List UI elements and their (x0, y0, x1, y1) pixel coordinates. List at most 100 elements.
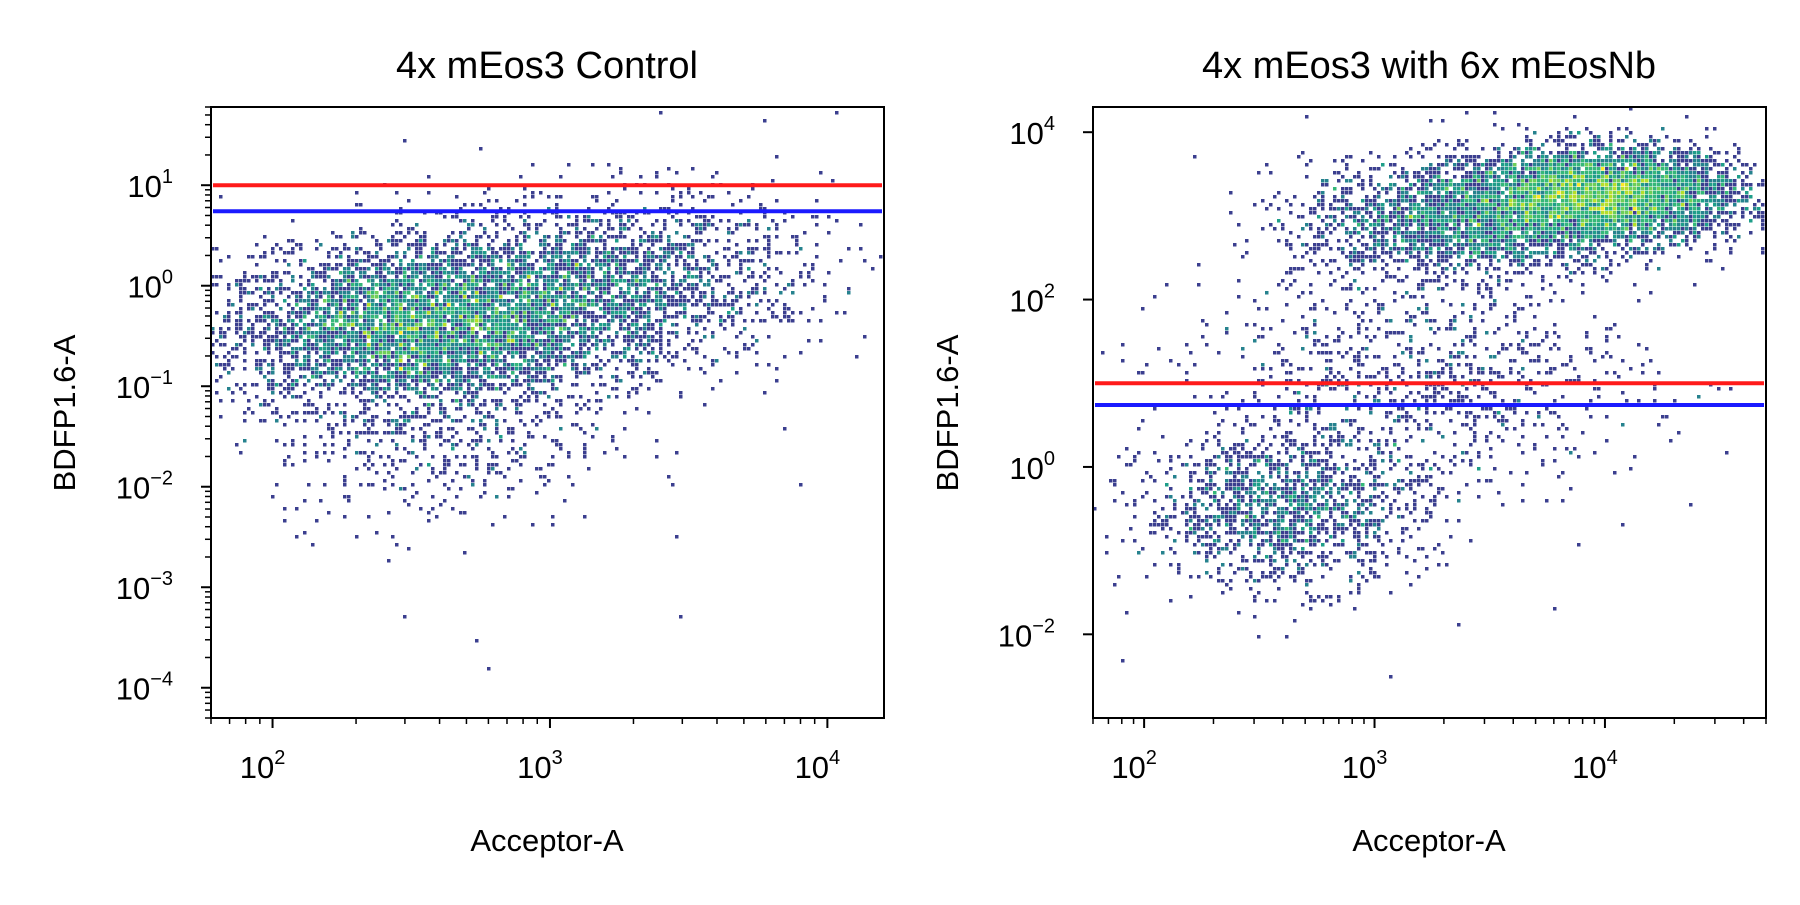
density-cell (1565, 235, 1569, 239)
density-cell (615, 315, 619, 319)
density-cell (1617, 199, 1621, 203)
density-cell (319, 275, 323, 279)
density-cell (475, 295, 479, 299)
density-cell (483, 319, 487, 323)
density-cell (1625, 199, 1629, 203)
density-cell (699, 227, 703, 231)
density-cell (655, 175, 659, 179)
density-cell (567, 339, 571, 343)
density-cell (555, 359, 559, 363)
density-cell (695, 315, 699, 319)
density-cell (575, 259, 579, 263)
density-cell (435, 311, 439, 315)
density-cell (587, 283, 591, 287)
density-cell (435, 387, 439, 391)
density-cell (547, 415, 551, 419)
density-cell (483, 299, 487, 303)
density-cell (375, 327, 379, 331)
density-cell (559, 283, 563, 287)
density-cell (291, 411, 295, 415)
density-cell (495, 455, 499, 459)
density-cell (435, 419, 439, 423)
density-cell (651, 259, 655, 263)
density-cell (607, 219, 611, 223)
density-cell (1541, 167, 1545, 171)
y-tick-label: 10−4 (116, 669, 173, 707)
density-cell (1533, 147, 1537, 151)
density-cell (1505, 215, 1509, 219)
density-cell (443, 279, 447, 283)
density-cell (671, 355, 675, 359)
density-cell (291, 363, 295, 367)
density-cell (391, 223, 395, 227)
density-cell (423, 271, 427, 275)
density-cell (1529, 151, 1533, 155)
density-cell (479, 299, 483, 303)
density-cell (587, 467, 591, 471)
density-cell (447, 303, 451, 307)
density-cell (447, 355, 451, 359)
density-cell (331, 343, 335, 347)
density-cell (571, 251, 575, 255)
density-cell (499, 439, 503, 443)
density-cell (503, 475, 507, 479)
density-cell (1617, 179, 1621, 183)
density-cell (303, 343, 307, 347)
density-cell (523, 343, 527, 347)
density-cell (315, 455, 319, 459)
density-cell (1637, 175, 1641, 179)
density-cell (455, 363, 459, 367)
density-cell (571, 483, 575, 487)
density-cell (391, 287, 395, 291)
density-cell (499, 299, 503, 303)
density-cell (487, 327, 491, 331)
density-cell (495, 235, 499, 239)
density-cell (1581, 203, 1585, 207)
density-cell (551, 335, 555, 339)
density-cell (419, 415, 423, 419)
density-cell (847, 287, 851, 291)
density-cell (631, 295, 635, 299)
density-cell (507, 387, 511, 391)
density-cell (583, 267, 587, 271)
density-cell (275, 303, 279, 307)
density-cell (431, 339, 435, 343)
density-cell (647, 251, 651, 255)
density-cell (707, 219, 711, 223)
density-cell (739, 223, 743, 227)
density-cell (311, 387, 315, 391)
density-cell (455, 431, 459, 435)
density-cell (1717, 191, 1721, 195)
density-cell (483, 367, 487, 371)
density-cell (1561, 159, 1565, 163)
density-cell (1641, 183, 1645, 187)
density-cell (339, 291, 343, 295)
density-cell (1761, 223, 1765, 227)
density-cell (479, 419, 483, 423)
density-cell (455, 339, 459, 343)
density-cell (1605, 223, 1609, 227)
density-cell (599, 251, 603, 255)
density-cell (679, 255, 683, 259)
density-cell (1401, 171, 1405, 175)
density-cell (423, 239, 427, 243)
density-cell (559, 255, 563, 259)
density-cell (599, 407, 603, 411)
density-cell (359, 483, 363, 487)
density-cell (239, 387, 243, 391)
density-cell (459, 375, 463, 379)
density-cell (571, 367, 575, 371)
density-cell (403, 363, 407, 367)
density-cell (387, 387, 391, 391)
density-cell (287, 387, 291, 391)
density-cell (407, 199, 411, 203)
density-cell (1565, 143, 1569, 147)
density-cell (803, 283, 807, 287)
density-cell (1653, 207, 1657, 211)
density-cell (667, 351, 671, 355)
density-cell (371, 315, 375, 319)
density-cell (479, 495, 483, 499)
density-cell (347, 295, 351, 299)
density-cell (767, 247, 771, 251)
density-cell (403, 299, 407, 303)
